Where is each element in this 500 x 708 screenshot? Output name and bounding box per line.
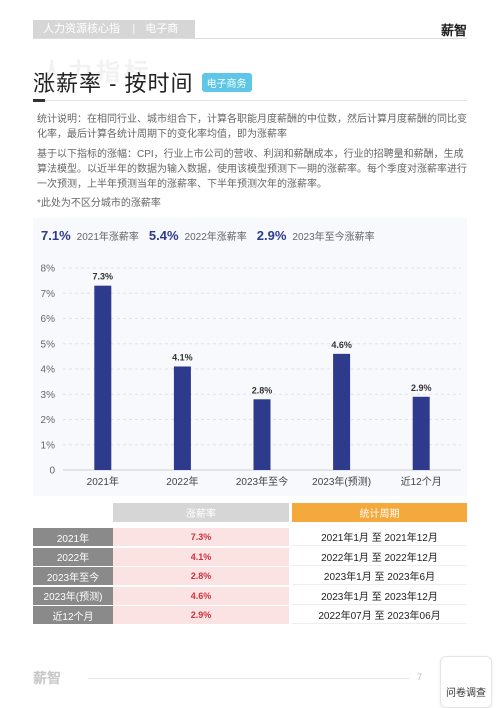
row-period: 2023年1月 至 2023年12月 (292, 586, 467, 605)
kpi-2021-value: 7.1% (41, 228, 71, 243)
row-period: 2022年07月 至 2023年06月 (292, 606, 467, 625)
bar-value-label: 4.6% (331, 340, 352, 350)
row-rate: 2.8% (113, 567, 289, 586)
industry-tag: 电子商务 (201, 72, 252, 92)
breadcrumb-separator: | (132, 23, 136, 35)
bar-value-label: 7.3% (93, 272, 114, 282)
row-label: 2022年 (33, 547, 113, 566)
row-rate: 4.1% (113, 547, 289, 566)
table-row: 2023年至今 2.8% 2023年1月 至 2023年6月 (33, 567, 467, 586)
rate-table: 涨薪率 统计周期 2021年 7.3% 2021年1月 至 2021年12月 2… (33, 503, 467, 626)
kpi-2023-label: 2023年至今涨薪率 (292, 232, 375, 243)
bar (173, 366, 191, 470)
x-tick-label: 2021年 (87, 475, 119, 488)
footer-divider (88, 678, 410, 679)
x-tick-label: 近12个月 (401, 475, 442, 488)
row-rate: 2.9% (113, 606, 289, 625)
table-header-blank (33, 503, 113, 522)
y-tick-label: 3% (41, 390, 56, 401)
y-tick-label: 0 (49, 466, 55, 477)
page-number: 7 (417, 672, 423, 682)
top-bar: 人力资源核心指标 | 电子商务 薪智 (33, 20, 467, 53)
survey-label: 问卷调查 (446, 688, 486, 699)
row-label: 2023年(预测) (33, 586, 113, 605)
row-period: 2021年1月 至 2021年12月 (292, 528, 467, 546)
survey-button[interactable]: 问卷调查 (440, 656, 492, 708)
kpi-2022-label: 2022年涨薪率 (184, 232, 247, 243)
table-row: 近12个月 2.9% 2022年07月 至 2023年06月 (33, 606, 467, 625)
row-rate: 4.6% (113, 586, 289, 605)
forecast-description: 基于以下指标的涨幅：CPI，行业上市公司的营收、利润和薪酬成本，行业的招聘量和薪… (37, 149, 467, 190)
row-label: 近12个月 (33, 606, 113, 625)
title-divider (33, 100, 467, 101)
bar-value-label: 2.8% (252, 385, 273, 395)
y-tick-label: 7% (41, 289, 56, 300)
kpi-2021-label: 2021年涨薪率 (76, 232, 139, 243)
chart-panel: 7.1% 2021年涨薪率 5.4% 2022年涨薪率 2.9% 2023年至今… (33, 218, 467, 496)
watermark-text: 人力指标 (40, 59, 152, 86)
header-rate: 涨薪率 (113, 503, 289, 522)
y-tick-label: 2% (41, 415, 56, 426)
breadcrumb-item-hr[interactable]: 人力资源核心指标 (43, 23, 120, 53)
row-rate: 7.3% (113, 528, 289, 546)
row-label: 2023年至今 (33, 567, 113, 586)
title-divider-accent (33, 99, 45, 102)
table-header: 涨薪率 统计周期 (33, 503, 467, 522)
kpi-2023-value: 2.9% (256, 228, 287, 243)
y-tick-label: 1% (41, 440, 56, 451)
footer-logo: 薪智 (33, 670, 61, 686)
table-row: 2023年(预测) 4.6% 2023年1月 至 2023年12月 (33, 586, 467, 605)
table-row: 2021年 7.3% 2021年1月 至 2021年12月 (33, 528, 467, 546)
y-tick-label: 5% (41, 339, 56, 350)
breadcrumb: 人力资源核心指标 | 电子商务 (33, 20, 195, 53)
x-tick-label: 2022年 (166, 475, 198, 488)
kpi-2022-value: 5.4% (148, 228, 179, 243)
bar (253, 399, 271, 470)
x-tick-label: 2023年(预测) (312, 475, 371, 488)
header-period: 统计周期 (292, 503, 467, 522)
row-label: 2021年 (33, 528, 113, 546)
bar (333, 353, 351, 470)
table-row: 2022年 4.1% 2022年1月 至 2022年12月 (33, 547, 467, 566)
page-title: 涨薪率 - 按时间 (33, 71, 194, 96)
x-tick-label: 2023年至今 (236, 475, 288, 488)
brand-logo: 薪智 (440, 22, 467, 38)
stat-description: 统计说明：在相同行业、城市组合下，计算各职能月度薪酬的中位数，然后计算月度薪酬的… (37, 114, 467, 140)
bar-value-label: 4.1% (172, 352, 193, 362)
bar (412, 396, 430, 470)
y-tick-label: 8% (41, 264, 56, 275)
bar-value-label: 2.9% (411, 383, 432, 393)
y-tick-label: 6% (41, 314, 56, 325)
y-tick-label: 4% (41, 365, 56, 376)
page-title-group: 涨薪率 - 按时间 电子商务 (33, 66, 252, 98)
city-note: *此处为不区分城市的涨薪率 (37, 198, 161, 209)
bar (94, 285, 112, 470)
row-period: 2022年1月 至 2022年12月 (292, 547, 467, 566)
breadcrumb-item-industry[interactable]: 电子商务 (145, 23, 179, 53)
header-divider (33, 38, 467, 39)
row-period: 2023年1月 至 2023年6月 (292, 567, 467, 586)
kpi-summary: 7.1% 2021年涨薪率 5.4% 2022年涨薪率 2.9% 2023年至今… (41, 228, 379, 243)
salary-increase-bar-chart: 0 1% 2% 3% 4% 5% 6% 7% 8% 7.3% 2021年 4.1% 2022年 2.8% 2… (41, 264, 461, 488)
